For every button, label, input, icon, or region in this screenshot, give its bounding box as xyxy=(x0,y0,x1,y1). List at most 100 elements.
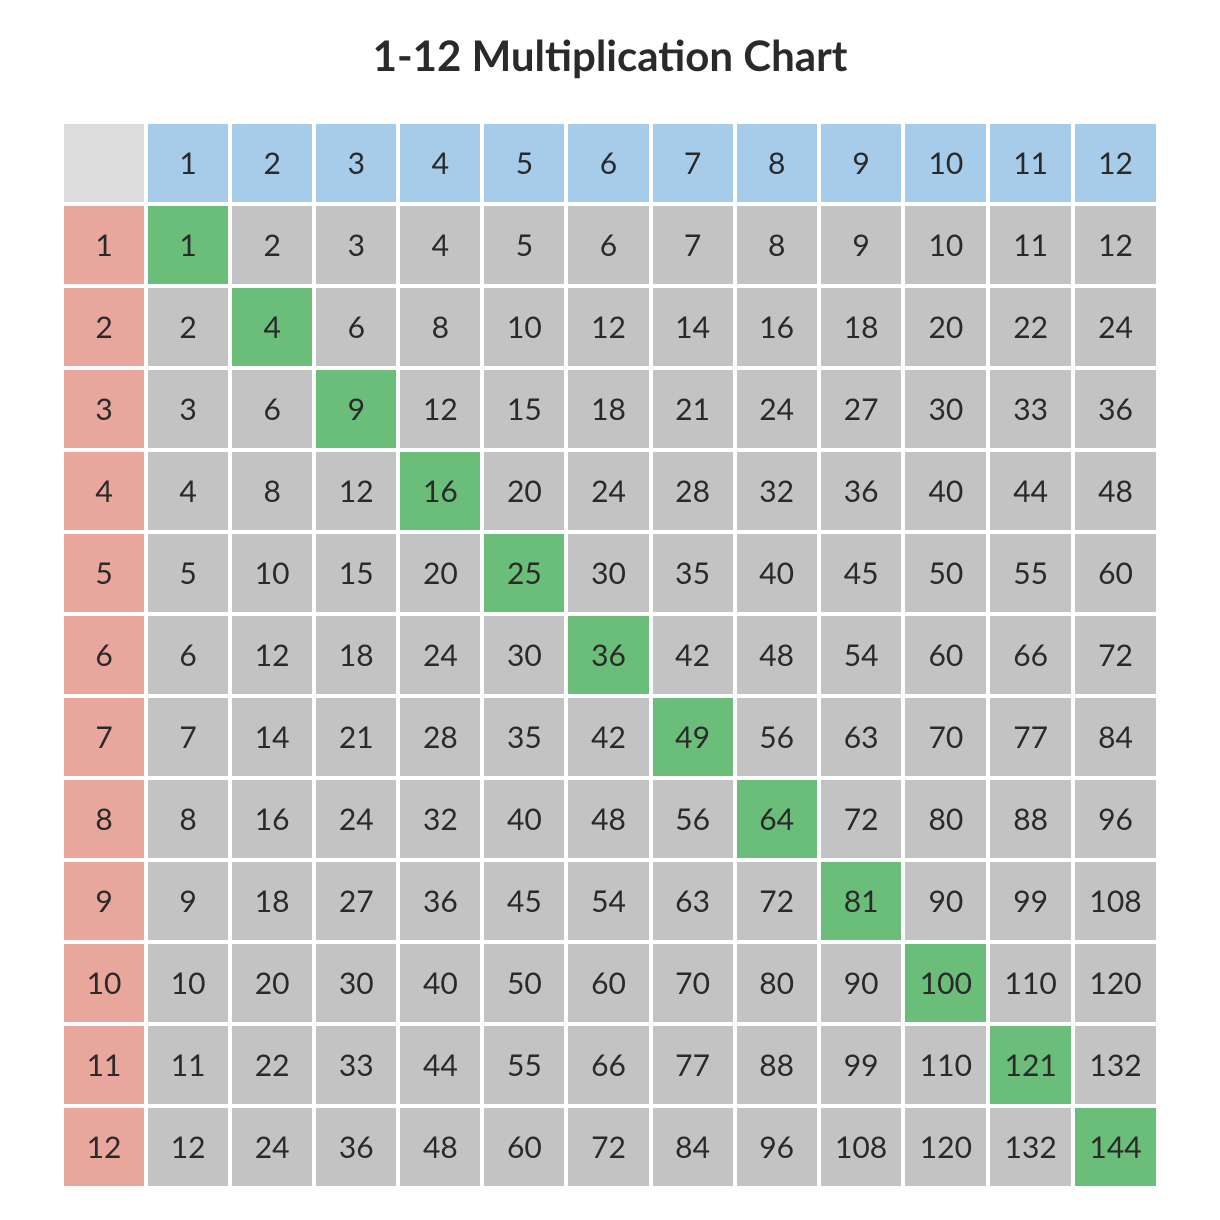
data-cell: 3 xyxy=(148,370,228,448)
data-cell: 36 xyxy=(1075,370,1156,448)
data-cell: 63 xyxy=(821,698,902,776)
data-cell: 20 xyxy=(400,534,480,612)
column-header: 4 xyxy=(400,124,480,202)
data-cell: 14 xyxy=(232,698,312,776)
data-cell: 56 xyxy=(737,698,817,776)
data-cell: 40 xyxy=(737,534,817,612)
data-cell: 33 xyxy=(990,370,1071,448)
data-cell: 36 xyxy=(568,616,648,694)
data-cell: 64 xyxy=(737,780,817,858)
data-cell: 48 xyxy=(568,780,648,858)
data-cell: 48 xyxy=(737,616,817,694)
data-cell: 15 xyxy=(316,534,396,612)
data-cell: 22 xyxy=(232,1026,312,1104)
data-cell: 66 xyxy=(568,1026,648,1104)
data-cell: 18 xyxy=(821,288,902,366)
data-cell: 144 xyxy=(1075,1108,1156,1186)
data-cell: 63 xyxy=(653,862,733,940)
data-cell: 48 xyxy=(400,1108,480,1186)
data-cell: 27 xyxy=(316,862,396,940)
data-cell: 6 xyxy=(568,206,648,284)
data-cell: 4 xyxy=(400,206,480,284)
data-cell: 22 xyxy=(990,288,1071,366)
data-cell: 35 xyxy=(484,698,564,776)
data-cell: 27 xyxy=(821,370,902,448)
data-cell: 8 xyxy=(737,206,817,284)
data-cell: 16 xyxy=(400,452,480,530)
data-cell: 120 xyxy=(1075,944,1156,1022)
data-cell: 25 xyxy=(484,534,564,612)
data-cell: 42 xyxy=(568,698,648,776)
row-header: 8 xyxy=(64,780,144,858)
row-header: 2 xyxy=(64,288,144,366)
data-cell: 132 xyxy=(990,1108,1071,1186)
row-header: 5 xyxy=(64,534,144,612)
data-cell: 70 xyxy=(905,698,986,776)
data-cell: 12 xyxy=(316,452,396,530)
data-cell: 30 xyxy=(316,944,396,1022)
data-cell: 72 xyxy=(1075,616,1156,694)
data-cell: 2 xyxy=(232,206,312,284)
data-cell: 80 xyxy=(737,944,817,1022)
data-cell: 121 xyxy=(990,1026,1071,1104)
data-cell: 16 xyxy=(232,780,312,858)
data-cell: 12 xyxy=(568,288,648,366)
data-cell: 120 xyxy=(905,1108,986,1186)
table-row: 881624324048566472808896 xyxy=(64,780,1156,858)
column-header: 1 xyxy=(148,124,228,202)
data-cell: 24 xyxy=(316,780,396,858)
column-header: 10 xyxy=(905,124,986,202)
data-cell: 77 xyxy=(990,698,1071,776)
data-cell: 30 xyxy=(905,370,986,448)
data-cell: 81 xyxy=(821,862,902,940)
table-row: 3369121518212427303336 xyxy=(64,370,1156,448)
data-cell: 60 xyxy=(484,1108,564,1186)
data-cell: 24 xyxy=(232,1108,312,1186)
data-cell: 1 xyxy=(148,206,228,284)
table-header-row: 123456789101112 xyxy=(64,124,1156,202)
data-cell: 100 xyxy=(905,944,986,1022)
data-cell: 12 xyxy=(148,1108,228,1186)
data-cell: 72 xyxy=(737,862,817,940)
data-cell: 9 xyxy=(316,370,396,448)
data-cell: 9 xyxy=(148,862,228,940)
row-header: 10 xyxy=(64,944,144,1022)
table-row: 11112233445566778899110121132 xyxy=(64,1026,1156,1104)
row-header: 9 xyxy=(64,862,144,940)
table-row: 1123456789101112 xyxy=(64,206,1156,284)
data-cell: 110 xyxy=(905,1026,986,1104)
data-cell: 5 xyxy=(484,206,564,284)
data-cell: 36 xyxy=(400,862,480,940)
data-cell: 24 xyxy=(1075,288,1156,366)
data-cell: 54 xyxy=(821,616,902,694)
data-cell: 55 xyxy=(484,1026,564,1104)
column-header: 3 xyxy=(316,124,396,202)
chart-title: 1-12 Multiplication Chart xyxy=(60,30,1160,80)
data-cell: 36 xyxy=(316,1108,396,1186)
data-cell: 33 xyxy=(316,1026,396,1104)
column-header: 2 xyxy=(232,124,312,202)
row-header: 3 xyxy=(64,370,144,448)
table-row: 121224364860728496108120132144 xyxy=(64,1108,1156,1186)
data-cell: 24 xyxy=(400,616,480,694)
multiplication-table: 1234567891011121123456789101112224681012… xyxy=(60,120,1160,1190)
data-cell: 49 xyxy=(653,698,733,776)
table-row: 10102030405060708090100110120 xyxy=(64,944,1156,1022)
data-cell: 6 xyxy=(316,288,396,366)
data-cell: 56 xyxy=(653,780,733,858)
data-cell: 40 xyxy=(400,944,480,1022)
data-cell: 35 xyxy=(653,534,733,612)
table-row: 551015202530354045505560 xyxy=(64,534,1156,612)
table-row: 661218243036424854606672 xyxy=(64,616,1156,694)
data-cell: 88 xyxy=(990,780,1071,858)
column-header: 11 xyxy=(990,124,1071,202)
data-cell: 48 xyxy=(1075,452,1156,530)
data-cell: 14 xyxy=(653,288,733,366)
data-cell: 55 xyxy=(990,534,1071,612)
data-cell: 12 xyxy=(400,370,480,448)
data-cell: 15 xyxy=(484,370,564,448)
data-cell: 28 xyxy=(400,698,480,776)
column-header: 9 xyxy=(821,124,902,202)
data-cell: 21 xyxy=(653,370,733,448)
column-header: 12 xyxy=(1075,124,1156,202)
